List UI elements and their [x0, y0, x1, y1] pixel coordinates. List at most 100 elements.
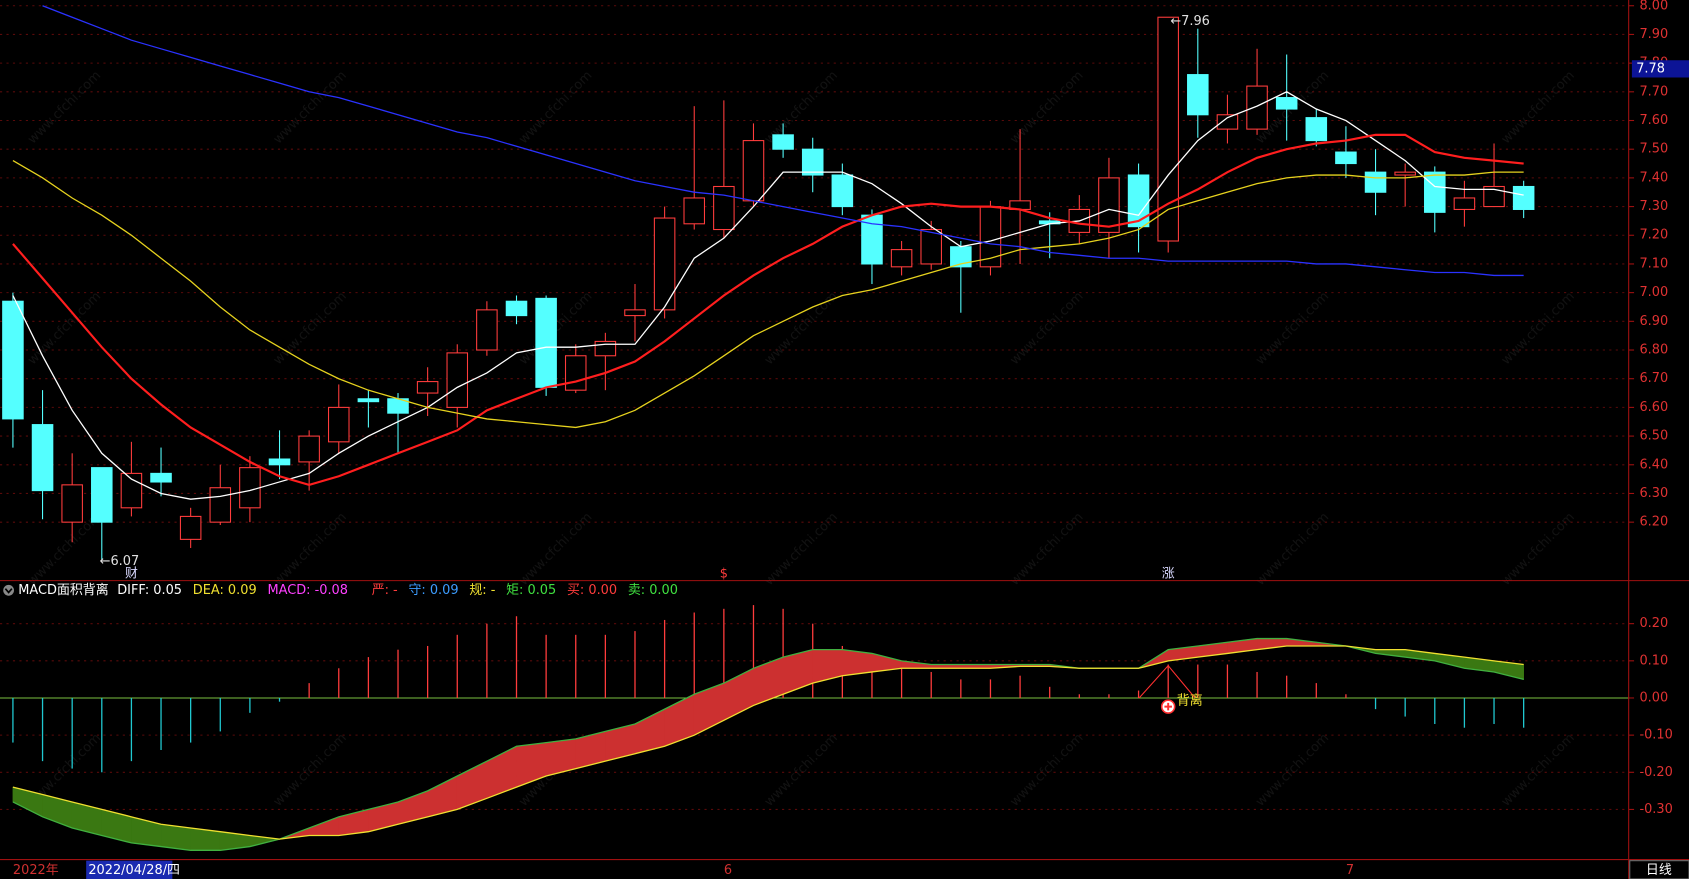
- candle-body: [209, 487, 232, 523]
- y-tick-label: 7.90: [1639, 27, 1668, 42]
- low-label: ←6.07: [100, 554, 140, 569]
- candle-body: [742, 140, 765, 202]
- y-tick-label: 6.60: [1639, 400, 1668, 415]
- candle-body: [1098, 177, 1120, 233]
- legend-item: 守: 0.09: [408, 583, 458, 598]
- candle-body: [1275, 97, 1298, 110]
- y-tick-label: 7.40: [1639, 170, 1668, 185]
- candle-body: [890, 249, 913, 268]
- x-tick-label: 7: [1346, 863, 1354, 878]
- legend-item: 严: -: [372, 583, 398, 598]
- candle-body: [831, 174, 854, 208]
- candle-body: [61, 484, 83, 523]
- event-label: $: [720, 567, 728, 582]
- candle-body: [1216, 114, 1239, 130]
- candle-body: [446, 352, 469, 408]
- candle-body: [772, 134, 794, 150]
- y-tick-label: 7.50: [1639, 142, 1668, 157]
- y-tick-label: 0.00: [1639, 690, 1668, 705]
- period[interactable]: 日线: [1646, 863, 1672, 878]
- y-tick-label: 7.10: [1639, 256, 1668, 271]
- y-tick-label: 0.20: [1639, 616, 1668, 631]
- legend-item: DIFF: 0.05: [117, 583, 182, 598]
- candle-body: [1305, 117, 1328, 142]
- dea-line: [12, 645, 1524, 840]
- ma-line: [12, 91, 1524, 500]
- legend-item: MACD: -0.08: [267, 583, 348, 598]
- y-tick-label: 6.20: [1639, 515, 1668, 530]
- ma-line: [12, 160, 1524, 429]
- y-tick-label: 7.30: [1639, 199, 1668, 214]
- event-label: 涨: [1162, 567, 1175, 582]
- y-tick-label: 7.60: [1639, 113, 1668, 128]
- y-tick-label: -0.20: [1639, 765, 1672, 780]
- diff-line: [12, 637, 1524, 851]
- legend-item: 矩: 0.05: [506, 583, 556, 598]
- macd-band: [842, 649, 873, 677]
- y-tick-label: 6.80: [1639, 343, 1668, 358]
- x-tick-label: 2022年: [13, 863, 59, 878]
- candle-body: [1483, 185, 1505, 208]
- legend-item: 卖: 0.00: [628, 583, 678, 598]
- candle-body: [476, 309, 498, 351]
- y-tick-label: 8.00: [1639, 0, 1668, 13]
- ma-line: [12, 133, 1524, 486]
- candle-body: [1364, 171, 1387, 193]
- cursor-date-box: [86, 860, 173, 879]
- candle-body: [535, 297, 557, 388]
- y-tick-label: 6.90: [1639, 314, 1668, 329]
- candle-body: [801, 148, 824, 176]
- price-marker: [1631, 60, 1689, 78]
- candle-body: [1424, 171, 1446, 213]
- indicator-icon-arrow: [4, 588, 13, 594]
- candle-body: [357, 398, 380, 403]
- divergence-marker: [1138, 664, 1196, 699]
- candle-body: [31, 424, 54, 492]
- candle-body: [594, 340, 617, 357]
- candle-body: [1394, 171, 1416, 176]
- candle-body: [1187, 74, 1209, 116]
- candle-body: [1157, 16, 1179, 242]
- indicator-icon[interactable]: [3, 584, 15, 596]
- y-tick-label: 6.40: [1639, 457, 1668, 472]
- candle-body: [239, 467, 261, 509]
- marks: ←6.07 ←7.96 财 $ 涨背离: [2, 5, 1535, 851]
- event-label: 财: [125, 567, 138, 582]
- candle-body: [150, 472, 172, 483]
- cursor-date: 2022/04/28/四: [88, 863, 180, 878]
- candle-body: [2, 300, 24, 420]
- ma-line: [42, 5, 1524, 277]
- candle-body: [1453, 197, 1476, 210]
- legend-item: 规: -: [469, 583, 495, 598]
- y-tick-label: 6.30: [1639, 486, 1668, 501]
- y-tick-label: -0.30: [1639, 802, 1672, 817]
- candle-body: [298, 435, 320, 463]
- high-label: ←7.96: [1170, 14, 1210, 29]
- indicator-legend: DIFF: 0.05 DEA: 0.09 MACD: -0.08 严: - 守: 0.0…: [117, 583, 678, 598]
- price-marker-label: 7.78: [1636, 61, 1665, 76]
- y-tick-label: -0.10: [1639, 728, 1672, 743]
- indicator-title: MACD面积背离: [18, 582, 108, 598]
- x-tick-label: 6: [724, 863, 732, 878]
- legend-item: 买: 0.00: [567, 583, 617, 598]
- y-tick-label: 6.70: [1639, 371, 1668, 386]
- candle-body: [713, 185, 735, 231]
- candle-body: [1335, 151, 1357, 165]
- candle-body: [920, 228, 942, 265]
- candle-body: [1512, 185, 1535, 210]
- candle-body: [624, 309, 646, 317]
- candle-body: [268, 458, 291, 466]
- y-tick-label: 7.00: [1639, 285, 1668, 300]
- candle-body: [653, 217, 676, 311]
- candle-body: [505, 300, 528, 317]
- candle-body: [179, 515, 202, 540]
- grid: 8.007.907.807.707.607.507.407.307.207.10…: [0, 0, 1673, 817]
- candle-body: [1246, 85, 1268, 130]
- candle-body: [683, 197, 706, 225]
- legend-item: DEA: 0.09: [193, 583, 257, 598]
- y-tick-label: 0.10: [1639, 653, 1668, 668]
- macd-band: [160, 823, 191, 851]
